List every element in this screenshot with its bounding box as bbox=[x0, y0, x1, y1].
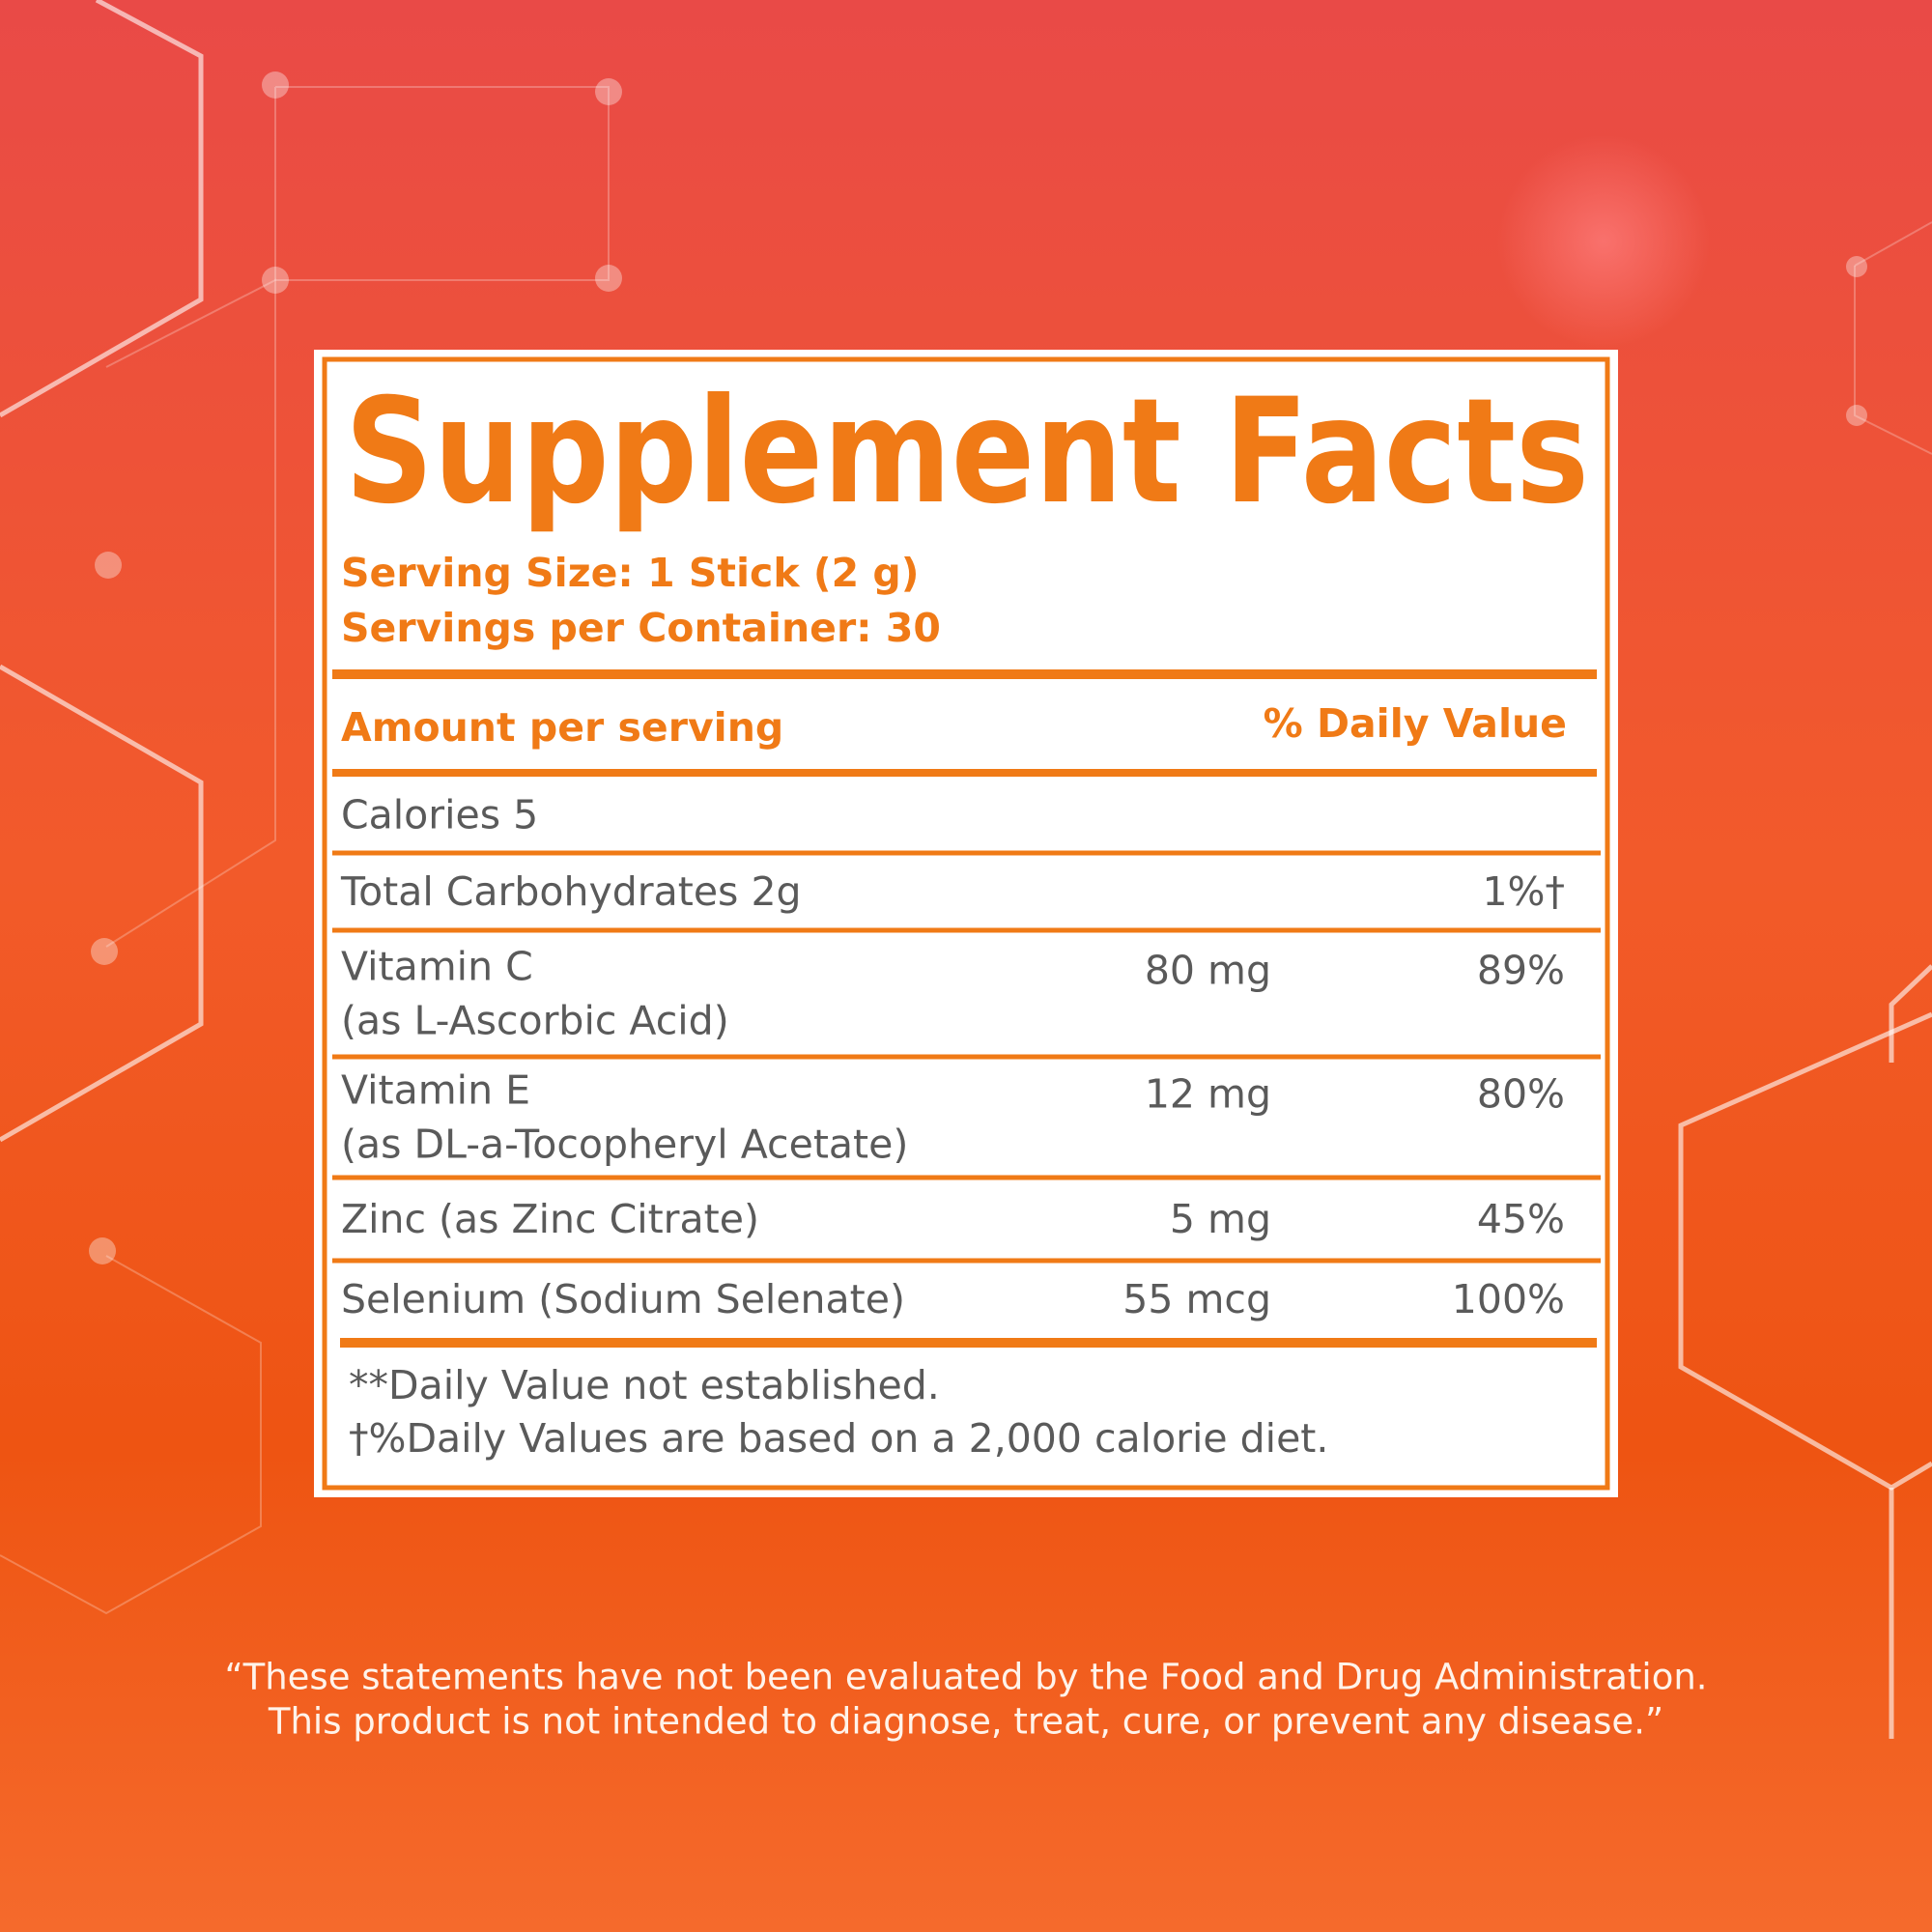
nutrient-amount: 80 mg bbox=[1145, 948, 1271, 994]
daily-value-header: % Daily Value bbox=[1264, 700, 1567, 747]
glow bbox=[1497, 135, 1710, 348]
rule-thick bbox=[332, 769, 1597, 777]
servings-per-container: Servings per Container: 30 bbox=[341, 605, 941, 651]
rule-thin bbox=[332, 1258, 1601, 1264]
footnote: †%Daily Values are based on a 2,000 calo… bbox=[349, 1415, 1328, 1462]
hexagon-nodes bbox=[89, 71, 1867, 1264]
nutrient-daily-value: 100% bbox=[1452, 1276, 1565, 1322]
nutrient-name: Zinc (as Zinc Citrate) bbox=[341, 1196, 759, 1242]
rule-thin bbox=[332, 1175, 1601, 1180]
nutrient-name: Total Carbohydrates 2g bbox=[340, 868, 802, 915]
nutrient-name: Calories 5 bbox=[341, 792, 538, 838]
amount-header: Amount per serving bbox=[341, 704, 783, 751]
nutrient-rows: Calories 5 Total Carbohydrates 2g 1%† Vitam… bbox=[332, 792, 1601, 1322]
rule-thick bbox=[332, 669, 1597, 679]
label-panel bbox=[314, 350, 1618, 1497]
nutrient-name: Vitamin E bbox=[341, 1067, 530, 1114]
rule-thin bbox=[332, 1054, 1601, 1060]
nutrient-name: Vitamin C bbox=[341, 944, 533, 990]
rule-thick bbox=[340, 1338, 1597, 1348]
nutrient-daily-value: 89% bbox=[1477, 948, 1565, 994]
label-border bbox=[322, 356, 1610, 1491]
disclaimer: “These statements have not been evaluate… bbox=[224, 1657, 1707, 1698]
label-title: Supplement Facts bbox=[345, 368, 1589, 536]
footnote: **Daily Value not established. bbox=[349, 1362, 940, 1408]
nutrient-amount: 5 mg bbox=[1170, 1196, 1271, 1242]
hexagon-decor bbox=[0, 0, 1932, 1739]
nutrient-daily-value: 80% bbox=[1477, 1071, 1565, 1118]
nutrient-amount: 55 mcg bbox=[1122, 1276, 1271, 1322]
nutrient-amount: 12 mg bbox=[1145, 1071, 1271, 1118]
nutrient-daily-value: 45% bbox=[1477, 1196, 1565, 1242]
nutrient-daily-value: 1%† bbox=[1482, 868, 1565, 915]
nutrient-name: (as DL-a-Tocopheryl Acetate) bbox=[341, 1122, 908, 1168]
hexagon-decor-faint bbox=[0, 86, 1932, 1615]
nutrient-name: Selenium (Sodium Selenate) bbox=[341, 1276, 905, 1322]
nutrient-name: (as L-Ascorbic Acid) bbox=[341, 998, 729, 1044]
disclaimer: This product is not intended to diagnose… bbox=[268, 1701, 1663, 1743]
serving-size: Serving Size: 1 Stick (2 g) bbox=[341, 550, 920, 596]
rule-thin bbox=[332, 850, 1601, 856]
rule-thin bbox=[332, 927, 1601, 933]
